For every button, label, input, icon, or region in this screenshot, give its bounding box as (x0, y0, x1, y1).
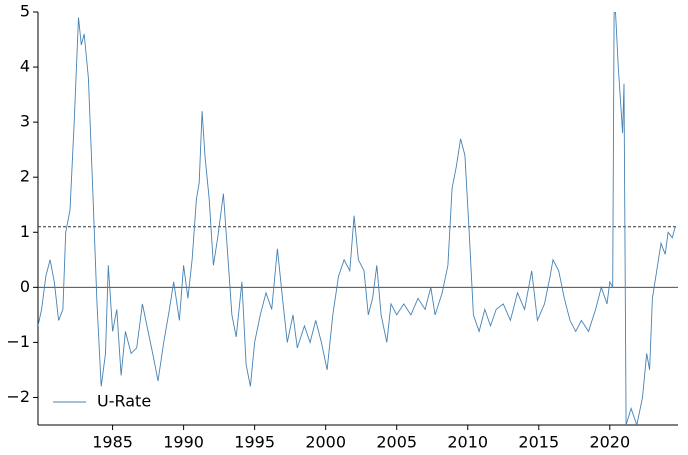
y-tick-label: 2 (20, 167, 30, 186)
y-tick-label: 3 (20, 112, 30, 131)
y-tick-label: 5 (20, 2, 30, 21)
data-line (38, 12, 676, 425)
x-tick-label: 2005 (376, 433, 417, 452)
x-tick-label: 2020 (589, 433, 630, 452)
y-tick-label: 1 (20, 222, 30, 241)
x-tick-label: 1990 (163, 433, 204, 452)
x-tick-label: 2010 (447, 433, 488, 452)
y-tick-label: −1 (6, 332, 30, 351)
y-tick-label: −2 (6, 387, 30, 406)
y-tick-label: 0 (20, 277, 30, 296)
y-tick-label: 4 (20, 57, 30, 76)
x-tick-label: 1995 (234, 433, 275, 452)
legend-label: U-Rate (97, 392, 151, 411)
x-tick-label: 2000 (305, 433, 346, 452)
plot-area (38, 12, 676, 425)
x-tick-label: 2015 (518, 433, 559, 452)
x-tick-label: 1985 (92, 433, 133, 452)
